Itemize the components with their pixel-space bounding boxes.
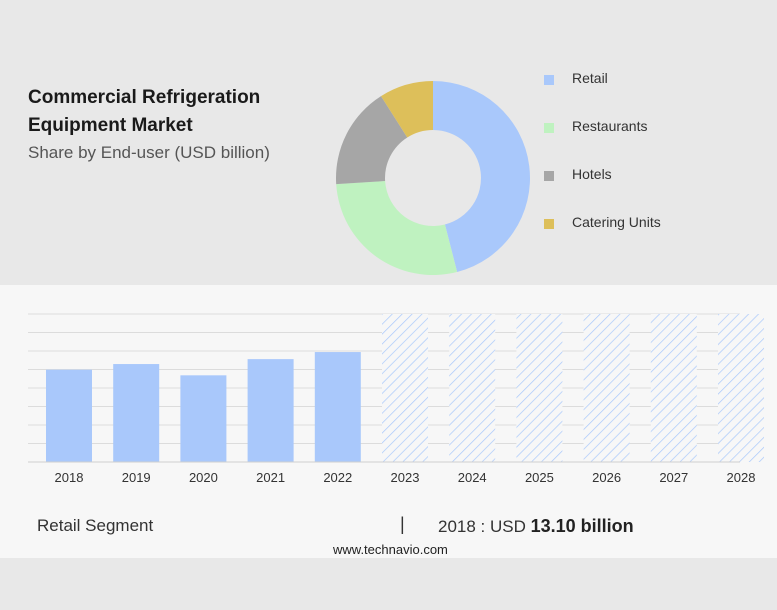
legend-label-catering-units: Catering Units — [572, 214, 661, 230]
legend-swatch-restaurants — [544, 123, 554, 133]
x-tick-2024: 2024 — [458, 470, 487, 485]
donut-slice-hotels — [336, 96, 408, 185]
x-tick-2026: 2026 — [592, 470, 621, 485]
legend-label-restaurants: Restaurants — [572, 118, 648, 134]
x-tick-2025: 2025 — [525, 470, 554, 485]
chart-subtitle: Share by End-user (USD billion) — [28, 143, 270, 162]
forecast-bar-2025 — [516, 314, 563, 462]
donut-slice-restaurants — [336, 181, 458, 275]
bar-2021 — [247, 359, 294, 462]
x-tick-2022: 2022 — [323, 470, 352, 485]
chart-title: Commercial Refrigeration Equipment Marke… — [28, 87, 261, 136]
summary: 2018 : USD 13.10 billion — [438, 516, 634, 537]
donut-slice-retail — [433, 81, 530, 272]
forecast-bar-2026 — [583, 314, 630, 462]
forecast-bar-2023 — [382, 314, 428, 462]
legend-label-retail: Retail — [572, 70, 608, 86]
summary-prefix: 2018 : USD — [438, 517, 526, 536]
x-tick-2018: 2018 — [55, 470, 84, 485]
bar-2022 — [314, 352, 361, 462]
summary-value: 13.10 billion — [530, 516, 634, 536]
legend-swatch-hotels — [544, 171, 554, 181]
bar-2018 — [46, 369, 92, 462]
forecast-bar-2027 — [650, 314, 697, 462]
x-tick-2023: 2023 — [391, 470, 420, 485]
footer-divider: | — [400, 514, 405, 534]
legend-label-hotels: Hotels — [572, 166, 612, 182]
bar-chart: 2018 2019 2020 2021 2022 2023 2024 2025 2026 2027… — [28, 313, 764, 485]
bar-2020 — [180, 375, 227, 462]
x-tick-2027: 2027 — [659, 470, 688, 485]
x-tick-2019: 2019 — [122, 470, 151, 485]
x-tick-2020: 2020 — [189, 470, 218, 485]
x-tick-2028: 2028 — [727, 470, 756, 485]
x-tick-2021: 2021 — [256, 470, 285, 485]
footer-strip — [0, 558, 777, 610]
legend-swatch-retail — [544, 75, 554, 85]
forecast-bar-2028 — [718, 314, 764, 462]
donut-slice-catering-units — [381, 81, 433, 138]
legend-swatch-catering-units — [544, 219, 554, 229]
forecast-bar-2024 — [449, 314, 496, 462]
source-link[interactable]: www.technavio.com — [333, 542, 448, 557]
bar-2019 — [113, 364, 160, 462]
segment-label: Retail Segment — [37, 516, 154, 535]
donut-chart — [336, 81, 530, 275]
